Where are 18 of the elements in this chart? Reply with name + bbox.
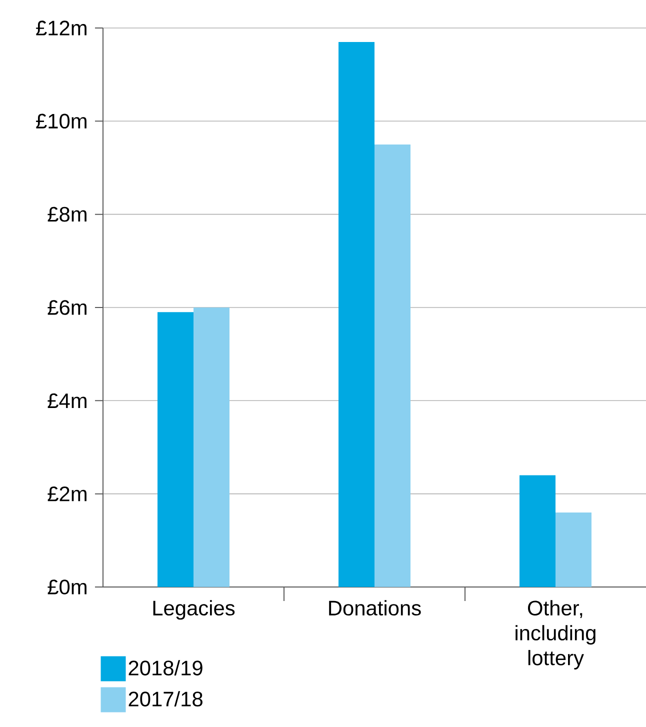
bar bbox=[338, 42, 374, 587]
legend-label: 2017/18 bbox=[128, 691, 202, 706]
bar bbox=[374, 144, 410, 587]
bar bbox=[520, 475, 556, 587]
y-tick-label: £2m bbox=[48, 486, 86, 502]
y-tick-label: £4m bbox=[48, 393, 86, 408]
bar bbox=[556, 512, 592, 587]
x-tick-label: Donations bbox=[329, 600, 421, 616]
y-tick-label: £10m bbox=[36, 114, 86, 129]
y-tick-label: £0m bbox=[48, 580, 86, 594]
y-tick-label: £6m bbox=[48, 300, 86, 315]
x-tick-label: Legacies bbox=[153, 600, 235, 620]
y-tick-label: £12m bbox=[36, 20, 86, 36]
bar bbox=[158, 312, 194, 587]
y-tick-label: £8m bbox=[48, 206, 86, 222]
bar bbox=[194, 307, 230, 587]
x-tick-label: Other, including lottery bbox=[516, 600, 596, 670]
legend-label: 2018/19 bbox=[128, 660, 202, 676]
